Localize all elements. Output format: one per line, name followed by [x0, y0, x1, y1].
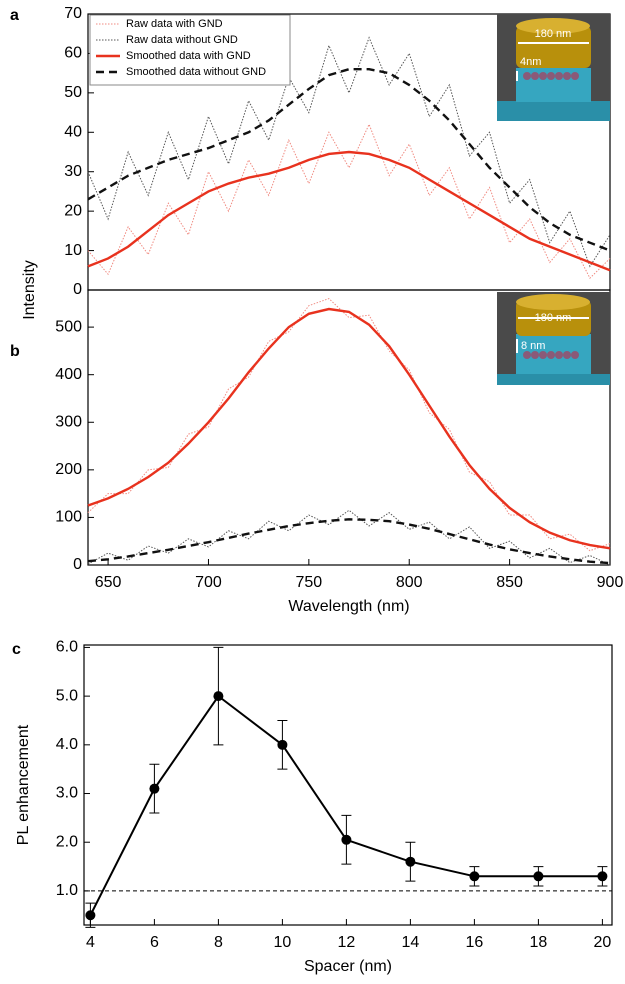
data-point	[469, 871, 480, 882]
inset-a: 180 nm 4nm	[497, 14, 610, 121]
y-tick-label: 100	[55, 509, 82, 526]
y-tick-label: 10	[64, 242, 82, 259]
data-line	[89, 694, 603, 916]
data-line	[87, 307, 611, 550]
x-tick-label: 6	[150, 934, 159, 951]
inset-label: 8 nm	[521, 340, 545, 352]
legend: Raw data with GND Raw data without GND Smo…	[89, 14, 291, 86]
y-tick-label: 20	[64, 202, 82, 219]
inset-b: 180 nm 8 nm	[497, 292, 610, 385]
y-tick-label: 500	[55, 318, 82, 335]
data-point	[533, 871, 544, 882]
y-tick-label: 400	[55, 366, 82, 383]
y-tick-label: 200	[55, 461, 82, 478]
x-tick-label: 650	[95, 574, 122, 591]
panel: b 0 100 200 300 400 500 650 700 750 800 850 900 Wavel…	[10, 289, 624, 615]
inset-label: 180 nm	[535, 28, 572, 40]
legend-label: Smoothed data without GND	[126, 66, 266, 78]
data-point	[277, 739, 288, 750]
inset-label: 4nm	[520, 56, 541, 68]
data-point	[341, 834, 352, 845]
panel-label: c	[12, 641, 21, 658]
data-point	[149, 783, 160, 794]
panel-label: b	[10, 343, 20, 360]
data-line	[87, 123, 611, 280]
y-tick-label: 30	[64, 163, 82, 180]
x-tick-label: 12	[338, 934, 356, 951]
data-line	[87, 36, 611, 268]
y-tick-label: 1.0	[56, 882, 78, 899]
x-tick-label: 850	[496, 574, 523, 591]
data-line	[87, 150, 611, 272]
x-tick-label: 18	[530, 934, 548, 951]
y-tick-label: 0	[73, 281, 82, 298]
panel-label: a	[10, 7, 19, 24]
y-tick-label: 60	[64, 45, 82, 62]
data-point	[405, 856, 416, 867]
inset-label: 180 nm	[535, 312, 572, 324]
x-tick-label: 8	[214, 934, 223, 951]
data-line	[87, 518, 611, 565]
data-point	[213, 691, 224, 702]
plot-frame	[83, 644, 613, 926]
x-tick-label: 20	[594, 934, 612, 951]
y-tick-label: 4.0	[56, 736, 78, 753]
x-tick-label: 4	[86, 934, 95, 951]
plot-frame	[87, 289, 611, 566]
x-tick-label: 700	[195, 574, 222, 591]
x-tick-label: 800	[396, 574, 423, 591]
y-tick-label: 3.0	[56, 785, 78, 802]
data-line	[87, 68, 611, 252]
x-axis-label: Spacer (nm)	[304, 958, 392, 975]
x-tick-label: 900	[597, 574, 624, 591]
x-axis-label: Wavelength (nm)	[288, 598, 409, 615]
y-tick-label: 2.0	[56, 833, 78, 850]
x-tick-label: 14	[402, 934, 420, 951]
x-tick-label: 750	[295, 574, 322, 591]
panel: a 0 10 20 30 40 50 60 70 Intensity Raw data with G…	[10, 5, 611, 320]
x-tick-label: 16	[466, 934, 484, 951]
y-tick-label: 40	[64, 124, 82, 141]
legend-label: Smoothed data with GND	[126, 50, 251, 62]
y-tick-label: 70	[64, 5, 82, 22]
y-tick-label: 6.0	[56, 639, 78, 656]
y-tick-label: 5.0	[56, 687, 78, 704]
data-point	[597, 871, 608, 882]
legend-label: Raw data without GND	[126, 34, 238, 46]
y-tick-label: 300	[55, 413, 82, 430]
x-tick-label: 10	[274, 934, 292, 951]
y-axis-label: PL enhancement	[15, 724, 32, 845]
y-tick-label: 50	[64, 84, 82, 101]
y-axis-label: Intensity	[21, 260, 38, 320]
data-point	[85, 910, 96, 921]
legend-label: Raw data with GND	[126, 18, 223, 30]
legend-box	[89, 14, 291, 86]
panel: c 1.0 2.0 3.0 4.0 5.0 6.0 4 6 8 10 12 14 16 18 20 Spacer…	[12, 639, 613, 975]
y-tick-label: 0	[73, 556, 82, 573]
